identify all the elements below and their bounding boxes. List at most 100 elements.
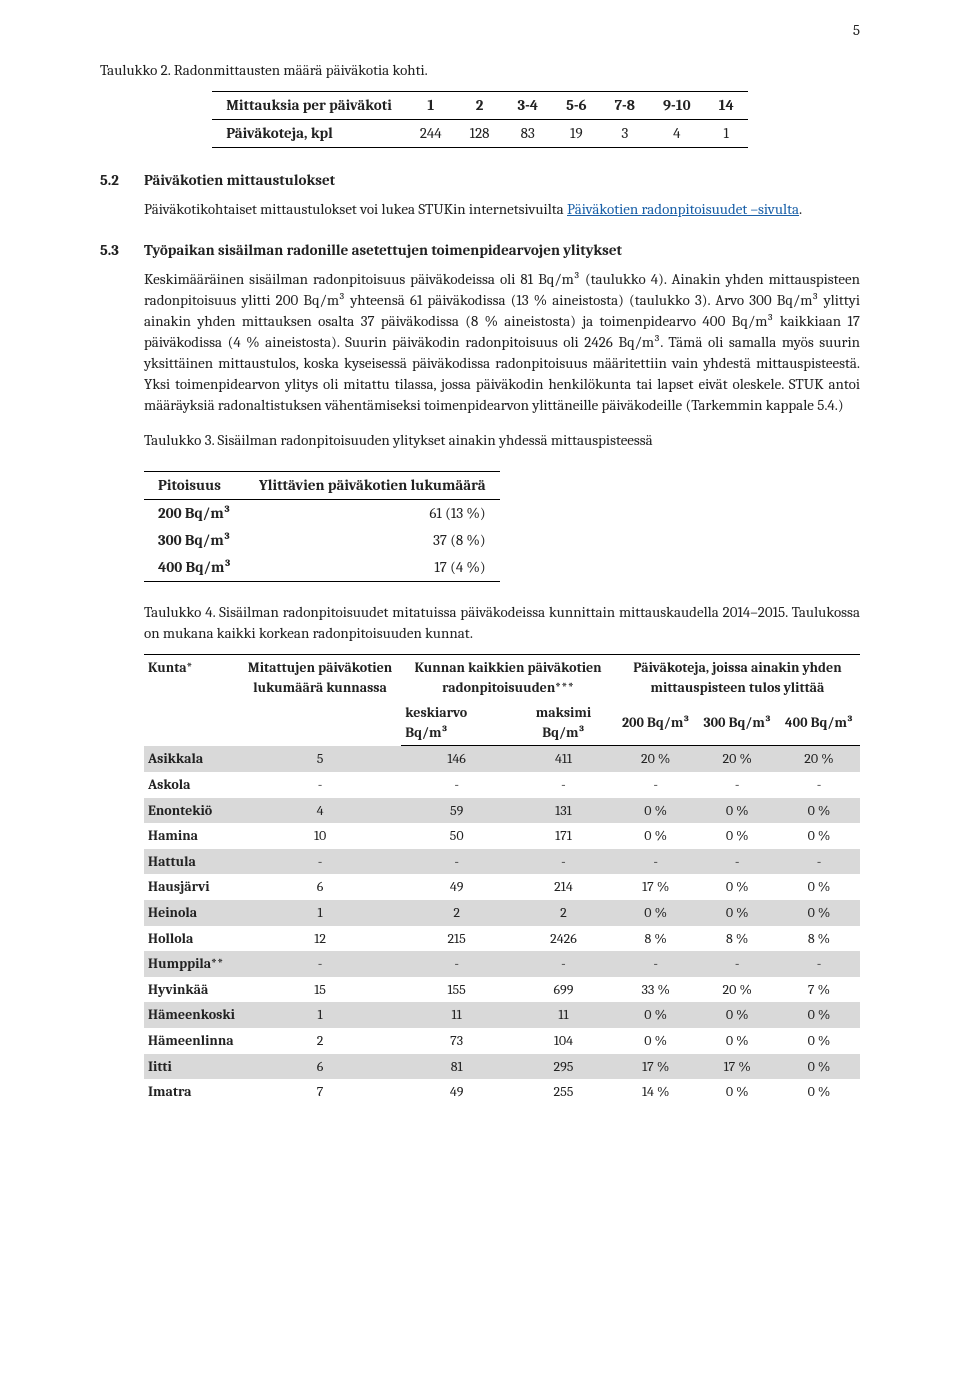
t4-row-value: 8 % bbox=[696, 926, 778, 952]
t4-row-value: 0 % bbox=[615, 1002, 697, 1028]
t4-row-kunta: Hämeenkoski bbox=[144, 1002, 239, 1028]
t2-r0: Päiväkoteja, kpl bbox=[212, 120, 406, 148]
t4-row-value: 12 bbox=[239, 926, 401, 952]
t4-row-kunta: Asikkala bbox=[144, 746, 239, 772]
t4-h-c3: Kunnan kaikkien päiväkotien radonpitoisu… bbox=[401, 655, 615, 701]
t2-h7: 14 bbox=[705, 92, 748, 120]
t4-row-value: - bbox=[696, 951, 778, 977]
t4-row-value: 0 % bbox=[778, 1054, 860, 1080]
t2-v2: 128 bbox=[456, 120, 504, 148]
t4-row-value: 10 bbox=[239, 823, 401, 849]
t4-row-value: 50 bbox=[401, 823, 512, 849]
t4-row-value: 17 % bbox=[696, 1054, 778, 1080]
s52-text-b: . bbox=[799, 200, 802, 218]
t4-row-value: 20 % bbox=[615, 746, 697, 772]
t4-row-value: 0 % bbox=[696, 823, 778, 849]
t4-h-c4c: 400 Bq/m³ bbox=[778, 700, 860, 746]
t4-row-value: 2 bbox=[512, 900, 615, 926]
t4-row-kunta: Hattula bbox=[144, 849, 239, 875]
t4-row-value: 81 bbox=[401, 1054, 512, 1080]
t4-row-value: 0 % bbox=[778, 1079, 860, 1105]
t4-row-value: 0 % bbox=[696, 1002, 778, 1028]
t4-row-value: - bbox=[512, 951, 615, 977]
section-5-3-para1: Keskimääräinen sisäilman radonpitoisuus … bbox=[144, 269, 860, 416]
t4-row-value: - bbox=[696, 772, 778, 798]
t4-row-value: 0 % bbox=[696, 874, 778, 900]
t3-row-label: 400 Bq/m³ bbox=[144, 554, 245, 582]
t4-row-value: 7 bbox=[239, 1079, 401, 1105]
table4: Kunta* Mitattujen päiväkotien lukumäärä … bbox=[144, 654, 860, 1105]
t2-h4: 5-6 bbox=[552, 92, 601, 120]
t4-row-value: 0 % bbox=[696, 798, 778, 824]
t2-v5: 3 bbox=[601, 120, 649, 148]
section-5-3-number: 5.3 bbox=[100, 240, 144, 261]
t4-row-value: - bbox=[778, 772, 860, 798]
t4-row-kunta: Humppila** bbox=[144, 951, 239, 977]
radon-results-link[interactable]: Päiväkotien radonpitoisuudet –sivulta bbox=[567, 200, 799, 218]
t4-h-c3b: maksimi Bq/m³ bbox=[512, 700, 615, 746]
t4-row-kunta: Iitti bbox=[144, 1054, 239, 1080]
t4-row-value: 0 % bbox=[615, 1028, 697, 1054]
page-number: 5 bbox=[853, 20, 860, 41]
t4-h-c4: Päiväkoteja, joissa ainakin yhden mittau… bbox=[615, 655, 860, 701]
t4-row-value: 0 % bbox=[778, 900, 860, 926]
t4-row-value: 2426 bbox=[512, 926, 615, 952]
t3-row-label: 300 Bq/m³ bbox=[144, 527, 245, 554]
t4-row-value: - bbox=[615, 772, 697, 798]
t4-row-value: 73 bbox=[401, 1028, 512, 1054]
t4-row-value: 2 bbox=[401, 900, 512, 926]
t4-row-value: 0 % bbox=[778, 1002, 860, 1028]
section-5-2-number: 5.2 bbox=[100, 170, 144, 191]
t4-row-value: - bbox=[615, 849, 697, 875]
t4-row-value: 0 % bbox=[615, 900, 697, 926]
t4-row-value: 1 bbox=[239, 1002, 401, 1028]
t4-row-value: - bbox=[239, 849, 401, 875]
t4-row-kunta: Heinola bbox=[144, 900, 239, 926]
t4-row-value: 15 bbox=[239, 977, 401, 1003]
t4-row-value: 295 bbox=[512, 1054, 615, 1080]
t4-row-value: 11 bbox=[401, 1002, 512, 1028]
t4-row-value: 0 % bbox=[696, 900, 778, 926]
t4-row-value: - bbox=[696, 849, 778, 875]
t4-row-value: 17 % bbox=[615, 874, 697, 900]
section-5-2-heading: 5.2 Päiväkotien mittaustulokset bbox=[100, 170, 860, 191]
t4-row-value: 131 bbox=[512, 798, 615, 824]
table2: Mittauksia per päiväkoti 1 2 3-4 5-6 7-8… bbox=[212, 91, 748, 148]
t4-row-kunta: Imatra bbox=[144, 1079, 239, 1105]
t4-row-value: 0 % bbox=[778, 798, 860, 824]
t4-row-value: - bbox=[401, 849, 512, 875]
t4-row-value: 215 bbox=[401, 926, 512, 952]
t2-h6: 9-10 bbox=[649, 92, 705, 120]
t4-h-c1: Kunta* bbox=[144, 655, 239, 746]
t4-row-value: 255 bbox=[512, 1079, 615, 1105]
t4-row-value: 0 % bbox=[778, 874, 860, 900]
t2-h2: 2 bbox=[456, 92, 504, 120]
t4-row-value: - bbox=[239, 772, 401, 798]
t4-row-value: 33 % bbox=[615, 977, 697, 1003]
t4-row-value: 14 % bbox=[615, 1079, 697, 1105]
t4-h-c4b: 300 Bq/m³ bbox=[696, 700, 778, 746]
t3-h1: Pitoisuus bbox=[144, 472, 245, 500]
t4-row-value: 214 bbox=[512, 874, 615, 900]
t4-row-value: 0 % bbox=[615, 798, 697, 824]
s52-text-a: Päiväkotikohtaiset mittaustulokset voi l… bbox=[144, 200, 567, 218]
t2-h3: 3-4 bbox=[503, 92, 552, 120]
section-5-3-title: Työpaikan sisäilman radonille asetettuje… bbox=[144, 240, 622, 261]
t3-row-value: 17 (4 %) bbox=[245, 554, 500, 582]
t4-row-value: 7 % bbox=[778, 977, 860, 1003]
t4-row-value: - bbox=[239, 951, 401, 977]
t3-row-label: 200 Bq/m³ bbox=[144, 500, 245, 528]
t4-row-kunta: Askola bbox=[144, 772, 239, 798]
t4-row-value: - bbox=[401, 951, 512, 977]
t3-row-value: 37 (8 %) bbox=[245, 527, 500, 554]
t4-row-value: 17 % bbox=[615, 1054, 697, 1080]
section-5-2-title: Päiväkotien mittaustulokset bbox=[144, 170, 335, 191]
section-5-2-para: Päiväkotikohtaiset mittaustulokset voi l… bbox=[144, 199, 860, 220]
t4-row-kunta: Hamina bbox=[144, 823, 239, 849]
t4-row-value: - bbox=[778, 849, 860, 875]
t4-h-c2: Mitattujen päiväkotien lukumäärä kunnass… bbox=[239, 655, 401, 746]
t4-h-c3a: keskiarvo Bq/m³ bbox=[401, 700, 512, 746]
t3-row-value: 61 (13 %) bbox=[245, 500, 500, 528]
t4-row-value: 0 % bbox=[615, 823, 697, 849]
t4-row-value: 411 bbox=[512, 746, 615, 772]
